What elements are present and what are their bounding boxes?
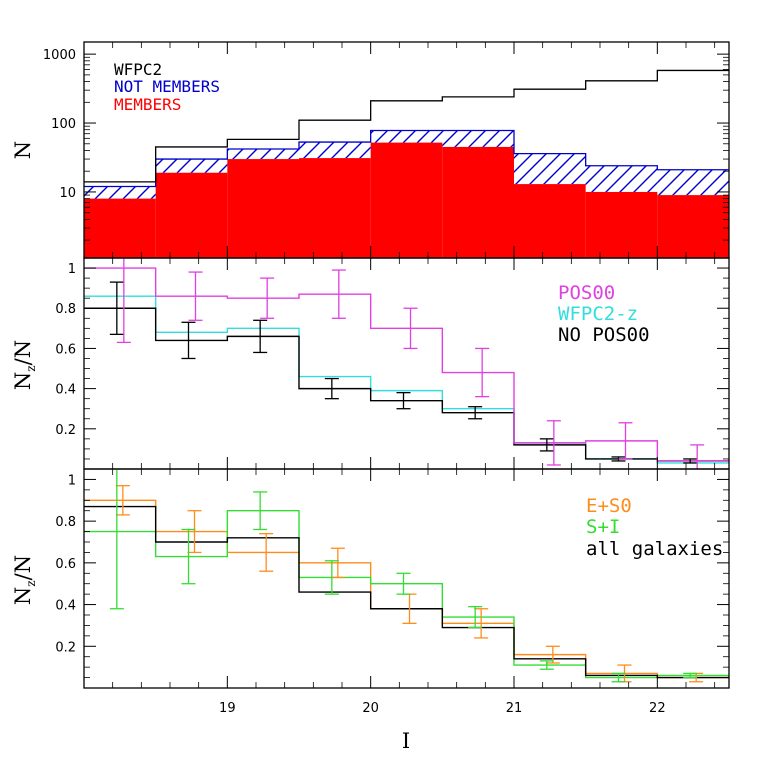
legend-members: MEMBERS [114, 95, 181, 114]
legend-wfpc2-z: WFPC2-z [558, 303, 638, 325]
middle-ylabel-n: N [11, 372, 35, 390]
not-members-hatch [155, 159, 228, 173]
members-bar [299, 158, 371, 258]
y-tick-label: 0.6 [55, 342, 76, 357]
not-members-outline [84, 129, 729, 188]
bottom-axes: 0.2 0.4 0.6 0.8 1 19 20 21 22 [55, 468, 730, 716]
legend-e-s0: E+S0 [586, 495, 632, 517]
top-y-axis-label: N [11, 141, 35, 159]
members-bar [227, 159, 299, 258]
middle-ylabel-sub: z [24, 365, 38, 371]
members-bar [585, 191, 658, 258]
x-tick-label: 22 [649, 701, 666, 716]
x-tick-label: 19 [219, 701, 236, 716]
bottom-plot-area [84, 469, 729, 683]
not-members-hatch [442, 130, 514, 147]
not-members-hatch [227, 149, 299, 160]
x-tick-label: 20 [362, 701, 379, 716]
pos00-step-line [84, 267, 729, 462]
y-tick-label: 0.8 [55, 302, 76, 317]
y-tick-label: 0.6 [55, 557, 76, 572]
not-members-hatch [84, 186, 156, 199]
members-bar [442, 146, 514, 258]
y-tick-label: 0.4 [55, 599, 76, 614]
middle-plot-area [84, 258, 729, 469]
y-tick-label: 1 [68, 473, 76, 488]
not-members-hatch [657, 169, 729, 196]
y-tick-label: 10 [59, 186, 76, 201]
not-members-hatch [514, 153, 586, 185]
all-galaxies-step-line [84, 505, 729, 679]
legend-pos00: POS00 [558, 282, 615, 304]
members-bar [155, 172, 228, 258]
legend-no-pos00: NO POS00 [558, 324, 650, 346]
members-bar [370, 142, 443, 258]
bottom-ylabel-tail: /N [11, 555, 35, 580]
middle-ylabel-tail: /N [11, 340, 35, 365]
y-tick-label: 0.4 [55, 383, 76, 398]
y-tick-label: 0.8 [55, 515, 76, 530]
bottom-legend: E+S0 S+I all galaxies [586, 495, 723, 560]
y-tick-label: 100 [51, 117, 76, 132]
panel-middle: 0.2 0.4 0.6 0.8 1 POS00 WFPC2-z NO POS00 Nz/… [11, 257, 730, 470]
top-legend: WFPC2 NOT MEMBERS MEMBERS [114, 60, 220, 114]
members-bar [84, 198, 156, 258]
panel-frame-middle [83, 257, 730, 470]
y-tick-label: 1000 [43, 48, 76, 63]
legend-not-members: NOT MEMBERS [114, 77, 220, 96]
top-plot-area [84, 69, 729, 258]
s-i-step-line [84, 510, 729, 679]
y-tick-label: 0.2 [55, 640, 76, 655]
not-members-hatch [370, 130, 443, 143]
members-bar [657, 195, 729, 258]
not-members-hatch [299, 142, 371, 159]
no-pos00-step-line [84, 307, 729, 462]
legend-all-galaxies: all galaxies [586, 538, 723, 560]
x-axis-label: I [402, 729, 410, 753]
bottom-ylabel-n: N [11, 587, 35, 605]
middle-y-axis-label: Nz/N [11, 340, 38, 390]
legend-wfpc2: WFPC2 [114, 60, 162, 79]
members-bar [514, 184, 586, 258]
panel-bottom: 0.2 0.4 0.6 0.8 1 19 20 21 22 E+S0 S+I all galax… [11, 468, 730, 753]
panel-top: 10 100 1000 WFPC2 NOT MEMBERS MEMBERS N [11, 41, 730, 259]
bottom-ylabel-sub: z [24, 580, 38, 586]
x-tick-label: 21 [506, 701, 523, 716]
bottom-y-axis-label: Nz/N [11, 555, 38, 605]
y-tick-label: 1 [68, 262, 76, 277]
legend-s-i: S+I [586, 516, 620, 538]
y-tick-label: 0.2 [55, 423, 76, 438]
panel-frame-bottom [83, 468, 730, 689]
middle-legend: POS00 WFPC2-z NO POS00 [558, 282, 650, 346]
wfpc2-step-line [84, 69, 729, 183]
e-s0-step-line [84, 499, 729, 679]
not-members-hatch [585, 165, 658, 192]
